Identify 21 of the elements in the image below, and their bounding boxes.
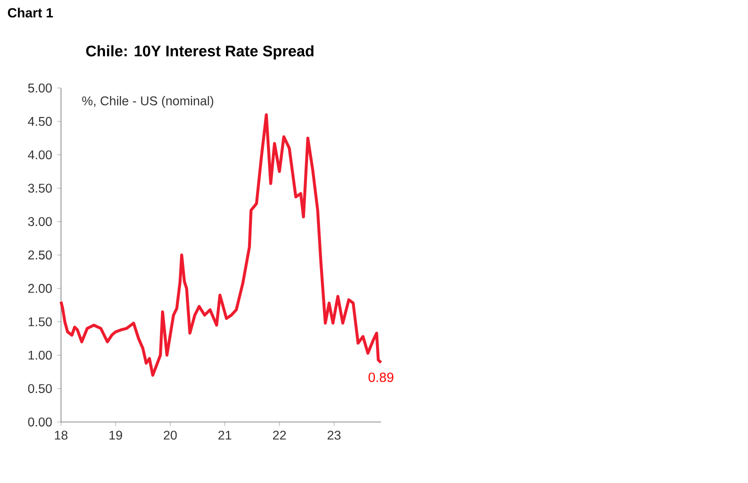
y-tick-label: 3.00 — [28, 217, 52, 226]
chart-title: Chile: 10Y Interest Rate Spread — [86, 45, 314, 60]
x-tick-label: 19 — [110, 430, 122, 440]
y-tick-label: 2.00 — [28, 284, 52, 293]
y-tick-label: 3.50 — [28, 184, 52, 193]
y-tick-label: 2.50 — [28, 250, 52, 260]
annotation: 0.89 — [368, 372, 394, 382]
y-tick-label: 4.50 — [28, 116, 52, 126]
caption: Chart 1 — [8, 8, 53, 18]
y-tick-label: 1.50 — [28, 317, 52, 326]
x-tick-label: 21 — [218, 430, 232, 440]
y-tick-label: 4.00 — [28, 150, 52, 160]
y-tick-label: 0.50 — [28, 384, 52, 394]
x-tick-label: 23 — [328, 430, 341, 440]
y-axis-title: %, Chile - US (nominal) — [82, 96, 214, 108]
y-tick-label: 1.00 — [28, 350, 52, 360]
y-tick-label: 0.00 — [28, 418, 52, 426]
y-tick-label: 5.00 — [28, 84, 52, 92]
x-tick-label: 18 — [54, 430, 68, 440]
x-tick-label: 20 — [164, 430, 177, 440]
x-tick-label: 22 — [273, 430, 286, 440]
